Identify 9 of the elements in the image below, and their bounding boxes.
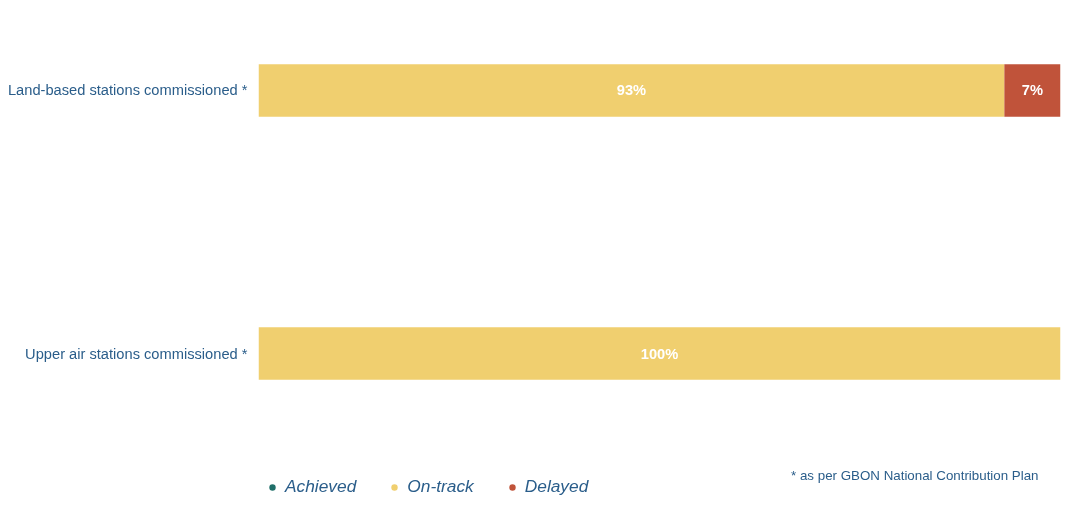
data-label: 100%: [640, 345, 679, 362]
legend-label: Delayed: [524, 476, 589, 497]
data-label: 7%: [1021, 82, 1044, 99]
legend-label: On-track: [407, 476, 474, 497]
data-label: 93%: [616, 82, 647, 99]
annotation: * as per GBON National Contribution Plan: [791, 468, 1039, 483]
legend-label: Achieved: [285, 476, 357, 497]
y-tick-label: Upper air stations commissioned *: [25, 345, 248, 362]
y-tick-label: Land-based stations commissioned *: [7, 82, 248, 99]
